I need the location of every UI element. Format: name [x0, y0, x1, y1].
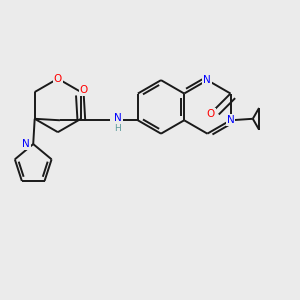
Text: N: N: [203, 75, 211, 85]
Text: H: H: [115, 124, 121, 133]
Text: N: N: [114, 113, 122, 123]
Text: N: N: [226, 115, 234, 125]
Text: N: N: [22, 139, 30, 149]
Text: O: O: [54, 74, 62, 84]
Text: O: O: [80, 85, 88, 95]
Text: O: O: [206, 109, 215, 119]
